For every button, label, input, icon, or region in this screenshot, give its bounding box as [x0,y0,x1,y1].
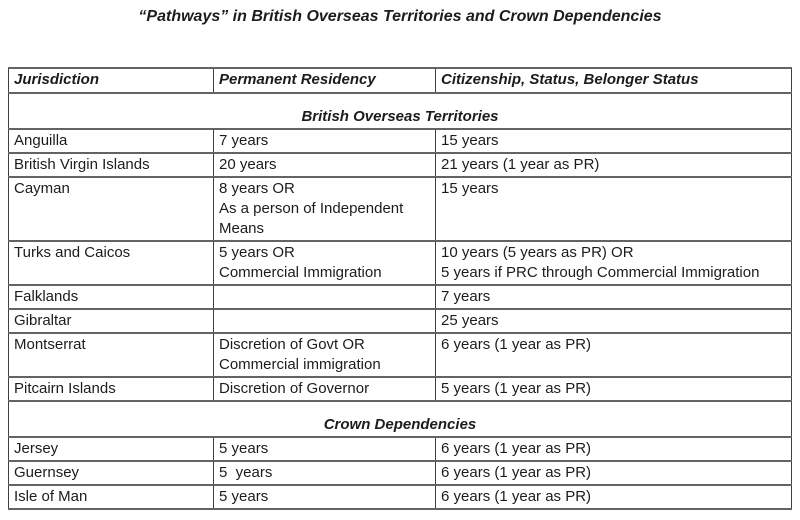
pathways-table-body: British Overseas Territories Anguilla 7 ye… [8,92,792,510]
permanent-residency-cell: 5 years [213,484,436,510]
table-row: British Virgin Islands 20 years 21 years (… [8,152,792,178]
column-header-citizenship: Citizenship, Status, Belonger Status [435,67,792,94]
permanent-residency-cell: 5 years OR Commercial Immigration [213,240,436,286]
table-row: Anguilla 7 years 15 years [8,128,792,154]
permanent-residency-cell: 5 years [213,436,436,462]
table-row: Turks and Caicos 5 years OR Commercial Im… [8,240,792,286]
pathways-table: Jurisdiction Permanent Residency Citizen… [8,67,792,510]
jurisdiction-cell: Jersey [8,436,214,462]
jurisdiction-cell: Isle of Man [8,484,214,510]
citizenship-cell: 15 years [435,128,792,154]
citizenship-cell: 25 years [435,308,792,334]
table-row: Cayman 8 years OR As a person of Independ… [8,176,792,242]
jurisdiction-cell: Guernsey [8,460,214,486]
citizenship-cell: 15 years [435,176,792,242]
permanent-residency-cell: Discretion of Governor [213,376,436,402]
citizenship-cell: 21 years (1 year as PR) [435,152,792,178]
citizenship-cell: 6 years (1 year as PR) [435,332,792,378]
jurisdiction-cell: Falklands [8,284,214,310]
citizenship-cell: 10 years (5 years as PR) OR 5 years if P… [435,240,792,286]
column-header-jurisdiction: Jurisdiction [8,67,214,94]
citizenship-cell: 6 years (1 year as PR) [435,460,792,486]
jurisdiction-cell: Pitcairn Islands [8,376,214,402]
document-title: “Pathways” in British Overseas Territori… [138,8,662,25]
permanent-residency-cell: 8 years OR As a person of Independent Me… [213,176,436,242]
jurisdiction-cell: Turks and Caicos [8,240,214,286]
section-row: British Overseas Territories [8,92,792,130]
table-row: Montserrat Discretion of Govt OR Commerci… [8,332,792,378]
jurisdiction-cell: British Virgin Islands [8,152,214,178]
permanent-residency-cell [213,284,436,310]
permanent-residency-cell [213,308,436,334]
table-row: Jersey 5 years 6 years (1 year as PR) [8,436,792,462]
section-header-cell: British Overseas Territories [8,92,792,130]
permanent-residency-cell: 20 years [213,152,436,178]
table-row: Pitcairn Islands Discretion of Governor 5 … [8,376,792,402]
jurisdiction-cell: Montserrat [8,332,214,378]
table-row: Gibraltar 25 years [8,308,792,334]
jurisdiction-cell: Gibraltar [8,308,214,334]
permanent-residency-cell: 7 years [213,128,436,154]
citizenship-cell: 6 years (1 year as PR) [435,436,792,462]
section-header-cell: Crown Dependencies [8,400,792,438]
table-header-row: Jurisdiction Permanent Residency Citizen… [8,67,792,94]
column-header-permanent-residency: Permanent Residency [213,67,436,94]
permanent-residency-cell: Discretion of Govt OR Commercial immigra… [213,332,436,378]
table-row: Isle of Man 5 years 6 years (1 year as PR) [8,484,792,510]
table-row: Guernsey 5 years 6 years (1 year as PR) [8,460,792,486]
jurisdiction-cell: Cayman [8,176,214,242]
table-row: Falklands 7 years [8,284,792,310]
citizenship-cell: 7 years [435,284,792,310]
citizenship-cell: 6 years (1 year as PR) [435,484,792,510]
citizenship-cell: 5 years (1 year as PR) [435,376,792,402]
section-row: Crown Dependencies [8,400,792,438]
jurisdiction-cell: Anguilla [8,128,214,154]
permanent-residency-cell: 5 years [213,460,436,486]
